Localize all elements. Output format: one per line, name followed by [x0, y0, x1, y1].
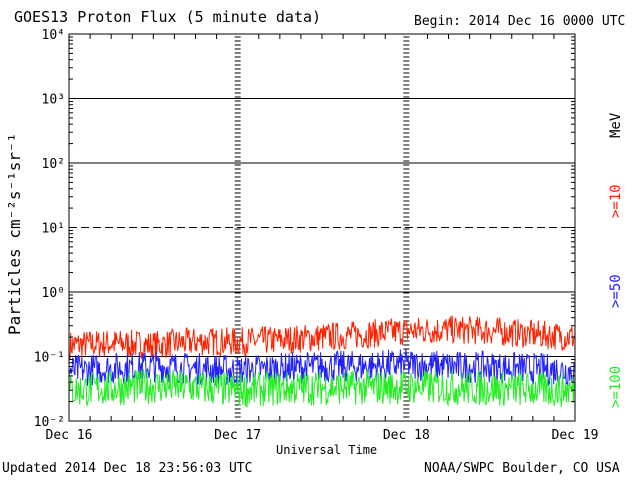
y-axis-label: Particles cm⁻²s⁻¹sr⁻¹ [5, 132, 24, 335]
y-tick-label: 10¹ [42, 222, 65, 237]
updated-timestamp: Updated 2014 Dec 18 23:56:03 UTC [2, 461, 253, 476]
series-line-50mev [69, 348, 575, 387]
grid-lines [69, 36, 575, 418]
axis-tick-labels: 10⁻² 10⁻¹ 10⁰ 10¹ 10² 10³ 10⁴ Dec 16 Dec 17 Dec 1… [34, 28, 599, 443]
y-tick-label: 10⁻¹ [34, 351, 65, 366]
legend-item-10mev: >=10 [608, 184, 624, 218]
x-axis-label: Universal Time [276, 443, 378, 457]
x-tick-label: Dec 19 [552, 428, 599, 443]
series-line-10mev [69, 315, 575, 360]
legend-item-100mev: >=100 [608, 365, 624, 408]
x-tick-label: Dec 17 [214, 428, 261, 443]
begin-date: Begin: 2014 Dec 16 0000 UTC [414, 14, 626, 29]
series-line-100mev [69, 369, 575, 408]
credit: NOAA/SWPC Boulder, CO USA [424, 461, 620, 476]
y-tick-label: 10⁻² [34, 415, 65, 430]
legend-item-50mev: >=50 [608, 274, 624, 308]
y-tick-label: 10⁴ [42, 28, 65, 43]
x-tick-label: Dec 18 [383, 428, 430, 443]
plot-frame [68, 33, 576, 422]
series-layer [69, 315, 575, 408]
chart-title: GOES13 Proton Flux (5 minute data) [14, 8, 322, 26]
y-tick-label: 10⁰ [42, 286, 65, 301]
y-tick-label: 10² [42, 157, 65, 172]
y-tick-label: 10³ [42, 93, 65, 108]
x-tick-label: Dec 16 [46, 428, 93, 443]
legend-unit: MeV [608, 112, 624, 138]
